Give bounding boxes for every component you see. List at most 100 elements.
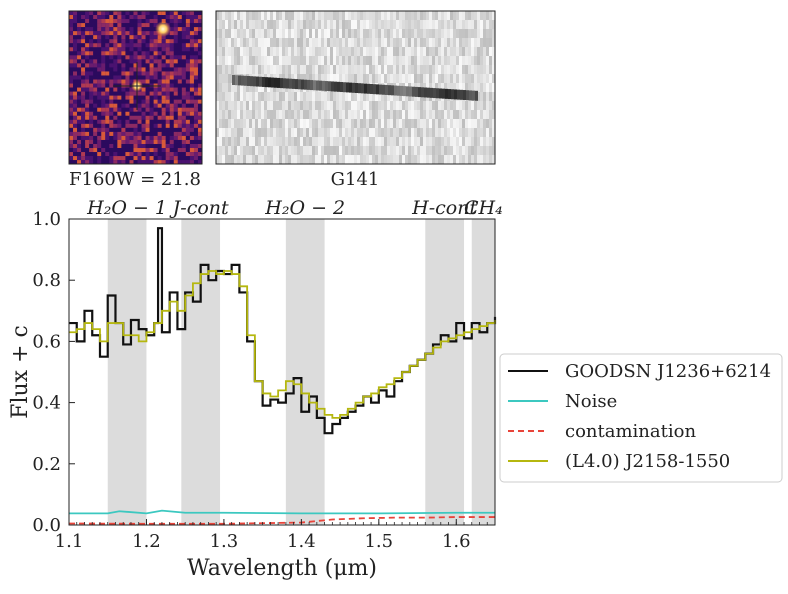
spectrum-pixel: [402, 38, 405, 47]
spectrum-pixel: [348, 155, 351, 164]
spectrum-pixel: [429, 11, 432, 20]
image-pixel: [113, 111, 118, 116]
spectrum-pixel: [474, 146, 477, 155]
spectrum-pixel: [288, 110, 291, 119]
image-pixel: [165, 35, 170, 40]
spectrum-pixel: [288, 56, 291, 65]
image-pixel: [77, 67, 82, 72]
image-pixel: [193, 95, 199, 100]
spectrum-pixel: [411, 110, 414, 119]
spectrum-pixel: [438, 56, 441, 65]
spectrum-pixel: [297, 155, 300, 164]
spectrum-pixel: [408, 74, 411, 83]
spectrum-pixel: [345, 146, 348, 155]
spectrum-pixel: [312, 128, 315, 137]
spectrum-pixel: [369, 119, 372, 128]
spectrum-pixel: [426, 38, 429, 47]
image-pixel: [173, 87, 178, 92]
image-pixel: [197, 95, 203, 100]
spectrum-pixel: [342, 110, 345, 119]
spectrum-pixel: [486, 38, 489, 47]
spectrum-pixel: [246, 119, 249, 128]
image-pixel: [165, 111, 170, 116]
spectrum-pixel: [435, 47, 438, 56]
spectrum-trace-pixel: [358, 83, 361, 94]
spectrum-pixel: [375, 38, 378, 47]
image-pixel: [169, 115, 174, 120]
image-pixel: [93, 91, 98, 96]
spectrum-pixel: [456, 137, 459, 146]
image-pixel: [121, 139, 126, 145]
image-pixel: [181, 123, 186, 128]
spectrum-pixel: [264, 119, 267, 128]
image-pixel: [73, 91, 78, 96]
spectrum-pixel: [276, 38, 279, 47]
image-pixel: [141, 23, 146, 28]
image-pixel: [101, 99, 106, 104]
spectrum-pixel: [336, 29, 339, 38]
image-pixel: [77, 115, 82, 120]
spectrum-pixel: [396, 11, 399, 20]
image-pixel: [121, 63, 126, 68]
spectrum-pixel: [270, 47, 273, 56]
spectrum-pixel: [384, 119, 387, 128]
spectrum-pixel: [276, 137, 279, 146]
spectrum-2d-frame: [215, 10, 496, 165]
image-pixel: [157, 19, 162, 24]
spectrum-pixel: [411, 11, 414, 20]
image-pixel: [169, 35, 174, 40]
spectrum-pixel: [369, 38, 372, 47]
image-pixel: [189, 87, 194, 92]
image-pixel: [129, 23, 134, 28]
spectrum-pixel: [384, 92, 387, 101]
spectrum-pixel: [255, 146, 258, 155]
spectrum-pixel: [330, 155, 333, 164]
image-pixel: [121, 91, 126, 96]
spectrum-pixel: [390, 11, 393, 20]
spectrum-pixel: [399, 101, 402, 110]
spectrum-pixel: [459, 101, 462, 110]
image-pixel: [113, 75, 118, 80]
image-pixel: [117, 156, 122, 161]
image-pixel: [129, 11, 134, 16]
image-pixel: [121, 23, 126, 28]
spectrum-pixel: [345, 56, 348, 65]
image-pixel: [121, 35, 126, 40]
spectrum-pixel: [429, 146, 432, 155]
spectrum-pixel: [291, 56, 294, 65]
image-pixel: [97, 43, 102, 48]
image-pixel: [105, 143, 110, 149]
spectrum-pixel: [291, 29, 294, 38]
image-pixel: [185, 139, 190, 145]
spectrum-pixel: [426, 101, 429, 110]
spectrum-pixel: [378, 137, 381, 146]
image-pixel: [153, 47, 158, 52]
image-pixel: [197, 59, 203, 64]
image-pixel: [105, 35, 110, 40]
spectrum-trace-pixel: [307, 79, 310, 90]
spectrum-pixel: [222, 47, 225, 56]
spectrum-pixel: [381, 11, 384, 20]
spectrum-pixel: [381, 29, 384, 38]
spectrum-pixel: [300, 128, 303, 137]
image-pixel: [157, 123, 162, 128]
spectrum-pixel: [228, 29, 231, 38]
spectrum-pixel: [474, 155, 477, 164]
spectrum-pixel: [396, 101, 399, 110]
image-pixel: [113, 15, 118, 20]
spectrum-pixel: [480, 47, 483, 56]
spectrum-pixel: [366, 65, 369, 74]
image-pixel: [69, 31, 74, 36]
spectrum-pixel: [306, 110, 309, 119]
spectrum-pixel: [276, 146, 279, 155]
image-pixel: [189, 127, 194, 132]
image-pixel: [169, 47, 174, 52]
image-pixel: [73, 95, 78, 100]
spectrum-pixel: [462, 20, 465, 29]
image-pixel: [93, 143, 98, 149]
image-pixel: [181, 71, 186, 76]
spectrum-pixel: [468, 74, 471, 83]
spectrum-pixel: [387, 137, 390, 146]
spectrum-trace-pixel: [316, 80, 319, 91]
